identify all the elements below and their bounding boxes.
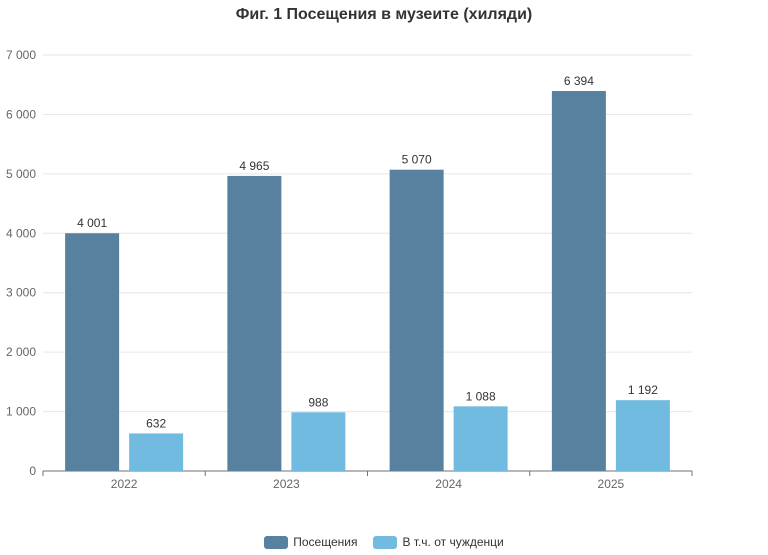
chart-plot: 0 1 000 2 000 3 000 4 000 5 000 6 000 7 000 2022… [6,48,693,491]
data-label: 6 394 [564,74,594,88]
data-label: 5 070 [402,153,432,167]
bar-foreigners[interactable] [291,412,346,471]
bar-visits[interactable] [551,91,606,471]
x-tick-label: 2023 [273,477,300,491]
legend-swatch-foreigners [373,535,398,549]
y-tick-label: 2 000 [6,345,36,359]
data-label: 1 192 [628,383,658,397]
legend-label-visits: Посещения [293,535,358,549]
bar-visits[interactable] [65,233,120,471]
y-tick-label: 0 [29,464,36,478]
data-label: 988 [308,395,328,409]
chart-title: Фиг. 1 Посещения в музеите (хиляди) [235,6,533,23]
x-tick-label: 2024 [435,477,462,491]
bar-visits[interactable] [389,169,444,471]
x-tick-label: 2022 [111,477,138,491]
y-tick-label: 7 000 [6,48,36,62]
legend: Посещения В т.ч. от чужденци [0,535,768,549]
x-tick-label: 2025 [598,477,625,491]
y-tick-label: 6 000 [6,107,36,121]
data-label: 4 001 [77,216,107,230]
legend-item-foreigners[interactable]: В т.ч. от чужденци [373,535,504,549]
data-label: 1 088 [466,389,496,403]
y-tick-label: 3 000 [6,286,36,300]
data-label: 4 965 [239,159,269,173]
bar-foreigners[interactable] [129,433,184,471]
y-tick-label: 1 000 [6,405,36,419]
bar-foreigners[interactable] [615,400,670,471]
data-label: 632 [146,416,166,430]
legend-item-visits[interactable]: Посещения [264,535,357,549]
bar-foreigners[interactable] [453,406,508,471]
y-tick-label: 5 000 [6,167,36,181]
legend-swatch-visits [264,535,289,549]
legend-label-foreigners: В т.ч. от чужденци [402,535,504,549]
bar-visits[interactable] [227,175,282,472]
y-tick-label: 4 000 [6,226,36,240]
